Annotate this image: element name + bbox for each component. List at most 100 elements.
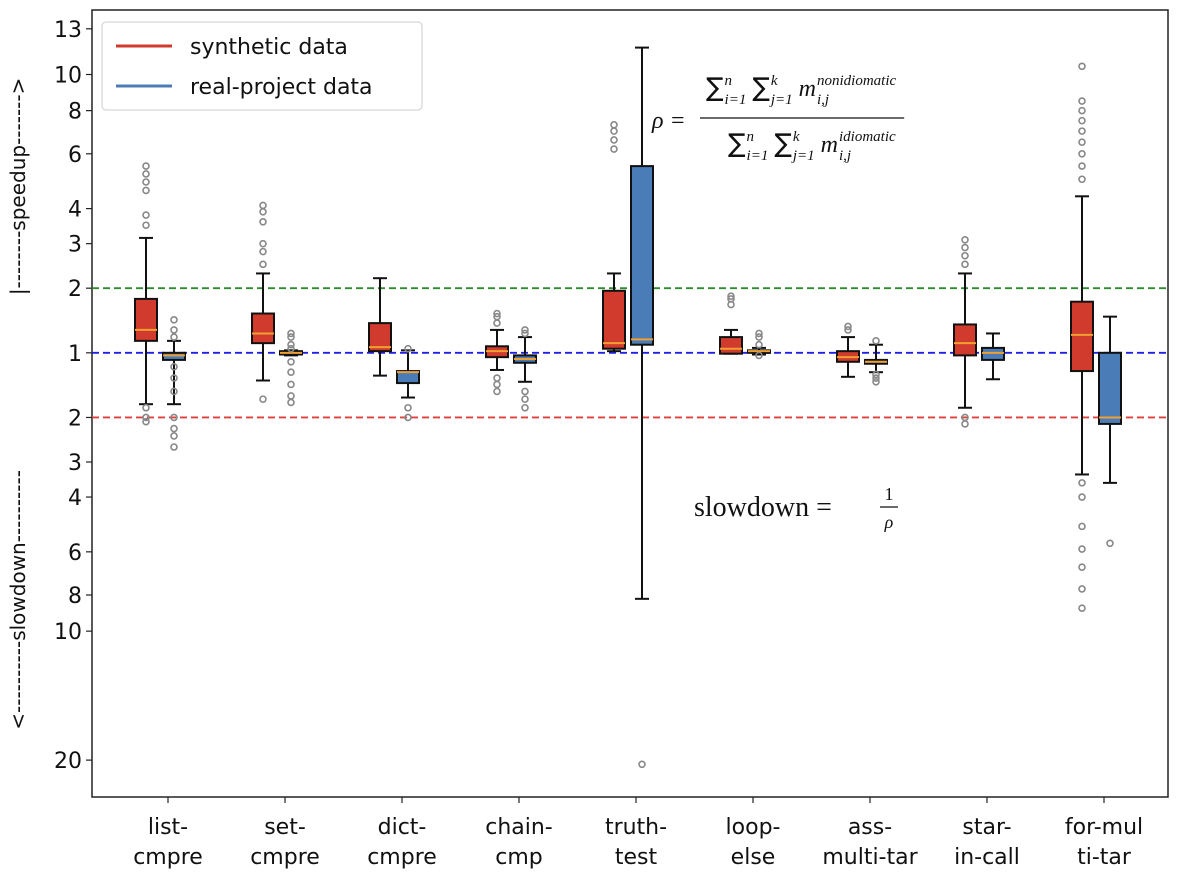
formula-sup: n (747, 129, 755, 145)
flier (961, 260, 969, 269)
flier (844, 326, 852, 334)
flier (493, 309, 501, 318)
x-tick-label: cmpre (367, 845, 437, 870)
formula-base: ∑ (774, 129, 792, 159)
box (396, 370, 420, 385)
flier (170, 362, 178, 371)
formula-sub: j=1 (791, 148, 815, 164)
flier (1078, 62, 1086, 71)
flier (493, 387, 501, 396)
x-tick-label: multi-tar (822, 845, 918, 870)
flier (287, 358, 295, 366)
y-tick-label: 8 (68, 584, 82, 609)
flier (170, 387, 178, 396)
plot-frame (91, 9, 1169, 798)
flier (170, 424, 178, 433)
box (719, 336, 743, 355)
y-tick-label: 3 (68, 451, 82, 476)
flier (142, 413, 150, 422)
formula-num: 1 (885, 484, 894, 504)
formula-sup: nonidiomatic (817, 73, 897, 89)
box (630, 165, 654, 346)
flier (727, 292, 735, 300)
flier (170, 432, 178, 440)
flier (404, 403, 412, 412)
box (953, 323, 977, 357)
flier (142, 170, 150, 178)
flier (1078, 149, 1086, 158)
formula-sup: k (771, 73, 778, 89)
box (1098, 351, 1122, 425)
flier (259, 395, 267, 403)
flier (259, 260, 267, 269)
formula-sup: n (725, 73, 733, 89)
y-tick-label: 13 (54, 18, 82, 43)
formula-base: m (799, 76, 816, 102)
x-tick-label: truth- (605, 815, 667, 840)
flier (872, 374, 880, 382)
flier (287, 392, 295, 400)
flier (872, 377, 880, 386)
formula-base: ∑ (752, 73, 770, 103)
flier (1078, 175, 1086, 184)
flier (1078, 479, 1086, 487)
x-tick-label: ass- (848, 815, 892, 840)
y-tick-label: 8 (68, 100, 82, 125)
flier (521, 329, 529, 338)
flier (259, 217, 267, 226)
flier (259, 201, 267, 210)
flier (404, 413, 412, 422)
formula-lhs: slowdown = (694, 492, 832, 523)
y-tick-label: 10 (54, 64, 82, 89)
flier (259, 208, 267, 216)
y-axis-label-top: |--------speedup-------> (6, 78, 30, 296)
y-tick-label: 4 (68, 486, 82, 511)
flier (610, 145, 618, 153)
flier (287, 344, 295, 353)
y-tick-label: 1 (68, 342, 82, 367)
y-tick-label: 4 (68, 198, 82, 223)
flier (1078, 563, 1086, 572)
flier (1106, 539, 1114, 548)
x-tick-label: star- (962, 815, 1011, 840)
flier (493, 312, 501, 321)
x-tick-label: loop- (726, 815, 781, 840)
flier (1078, 493, 1086, 501)
flier (1078, 545, 1086, 553)
flier (610, 127, 618, 135)
formula-sub: i,j (817, 92, 829, 108)
box (1070, 300, 1094, 373)
flier (961, 236, 969, 244)
y-tick-label: 20 (54, 749, 82, 774)
flier (170, 413, 178, 422)
formula-sub: i=1 (725, 92, 747, 108)
flier (1078, 585, 1086, 593)
flier (493, 374, 501, 382)
flier (1078, 522, 1086, 531)
flier (142, 186, 150, 195)
flier (610, 136, 618, 144)
flier (170, 326, 178, 334)
flier (493, 380, 501, 389)
flier (287, 333, 295, 341)
flier (170, 443, 178, 451)
flier (287, 398, 295, 407)
box (251, 312, 275, 345)
flier (142, 162, 150, 170)
y-axis-label-bottom: <----------slowdown---------- (6, 470, 30, 730)
flier (142, 221, 150, 230)
y-tick-label: 2 (68, 277, 82, 302)
flier (521, 387, 529, 396)
flier (170, 374, 178, 382)
formula-sup: idiomatic (839, 129, 896, 145)
flier (610, 120, 618, 129)
formula-base: ∑ (706, 73, 724, 103)
x-tick-label: list- (148, 815, 188, 840)
flier (142, 403, 150, 412)
flier (1078, 138, 1086, 146)
x-tick-label: cmp (495, 845, 543, 870)
flier (1078, 127, 1086, 135)
flier (872, 370, 880, 379)
